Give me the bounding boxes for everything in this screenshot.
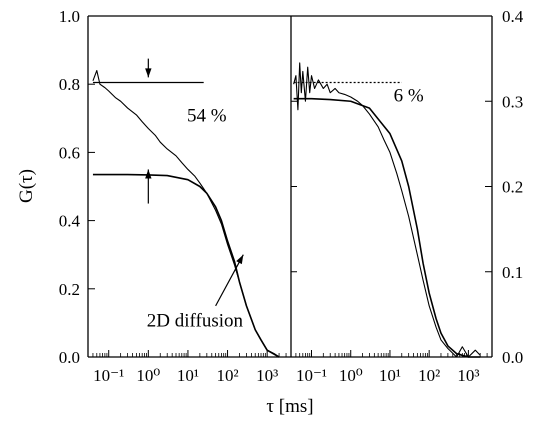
right-x-tick-label: 10⁻¹ [296, 366, 327, 385]
left-y-tick-label: 0.2 [59, 280, 80, 299]
y-axis-title: G(τ) [16, 169, 37, 203]
left-x-tick-label: 10² [216, 366, 238, 385]
left-annotation-arrow [215, 254, 244, 307]
x-axis-title: τ [ms] [266, 396, 313, 417]
left-arrow-head [145, 68, 152, 78]
left-x-tick-label: 10⁰ [136, 366, 160, 385]
right-x-tick-label: 10³ [457, 366, 479, 385]
left-y-tick-label: 0.6 [59, 143, 80, 162]
left-x-tick-label: 10⁻¹ [93, 366, 124, 385]
right-y-tick-label: 0.0 [502, 348, 523, 367]
left-x-tick-label: 10³ [256, 366, 278, 385]
right-measured-curve [293, 62, 481, 358]
right-fit-curve [293, 97, 481, 358]
right-annotation-label: 6 % [394, 85, 424, 106]
left-panel: 10⁻¹ 10⁰ 10¹ 10² 10³ 0.0 0.2 0.4 0.6 0.8 1.0 54 % 2D… [59, 7, 292, 385]
left-fit-curve [92, 173, 280, 358]
right-y-tick-label: 0.1 [502, 263, 523, 282]
right-y-tick-label: 0.4 [502, 7, 524, 26]
left-y-tick-label: 1.0 [59, 7, 80, 26]
right-x-tick-label: 10⁰ [339, 366, 363, 385]
right-x-tick-label: 10² [418, 366, 440, 385]
left-arrow-head [145, 169, 152, 179]
left-y-tick-label: 0.8 [59, 75, 80, 94]
left-annotation-arrow-head [236, 254, 244, 265]
left-annotation-label: 54 % [187, 106, 227, 127]
left-y-tick-label: 0.4 [59, 212, 81, 231]
left-y-tick-label: 0.0 [59, 348, 80, 367]
right-y-tick-label: 0.2 [502, 178, 523, 197]
right-panel: 10⁻¹ 10⁰ 10¹ 10² 10³ 0.0 0.1 0.2 0.3 0.4 6 % [290, 7, 524, 385]
right-y-tick-label: 0.3 [502, 92, 523, 111]
left-x-tick-label: 10¹ [177, 366, 199, 385]
left-annotation-label: 2D diffusion [147, 310, 244, 331]
right-x-tick-label: 10¹ [379, 366, 401, 385]
